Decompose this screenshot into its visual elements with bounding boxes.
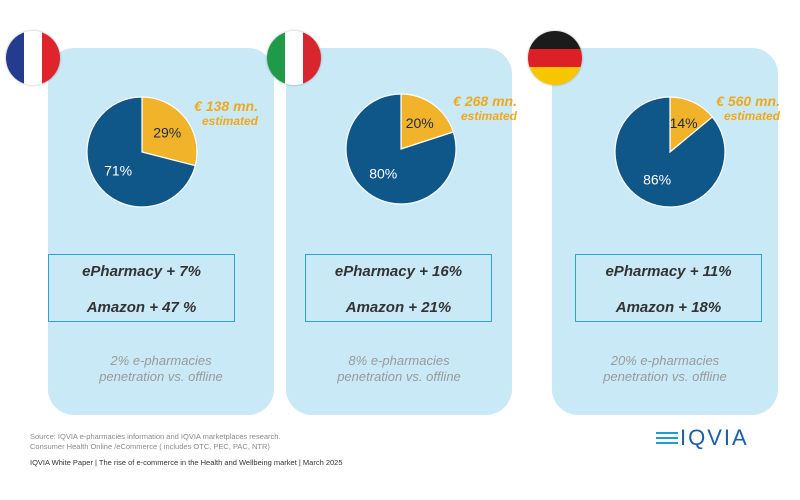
logo-lines-icon [656, 431, 678, 445]
pie-label-italy-1: 80% [369, 165, 397, 181]
pie-slice-france-1 [86, 96, 197, 208]
ephamacy-growth-france: ePharmacy + 7% [82, 263, 201, 280]
pie-label-france-0: 29% [153, 124, 181, 140]
pie-slice-italy-1 [345, 93, 457, 205]
penetration-note-france: 2% e-pharmacies penetration vs. offline [99, 353, 223, 384]
growth-box-france: ePharmacy + 7% Amazon + 47 % [48, 254, 235, 322]
penetration-note-italy: 8% e-pharmacies penetration vs. offline [337, 353, 461, 384]
germany-flag-icon [528, 31, 582, 85]
amazon-growth-germany: Amazon + 18% [615, 299, 722, 316]
pie-label-germany-1: 86% [643, 171, 671, 187]
footer-text: IQVIA White Paper | The rise of e-commer… [30, 458, 343, 467]
amazon-growth-italy: Amazon + 21% [345, 299, 452, 316]
pie-slice-france-0 [141, 96, 198, 167]
market-size-france: € 138 mn. estimated [194, 98, 258, 129]
growth-box-italy: ePharmacy + 16% Amazon + 21% [305, 254, 492, 322]
pie-chart-italy: 20% 80% [345, 93, 457, 205]
pie-label-italy-0: 20% [406, 115, 434, 131]
ephamacy-growth-germany: ePharmacy + 11% [605, 263, 732, 280]
penetration-note-germany: 20% e-pharmacies penetration vs. offline [603, 353, 727, 384]
pie-slice-germany-1 [614, 96, 726, 208]
growth-box-germany: ePharmacy + 11% Amazon + 18% [575, 254, 762, 322]
pie-label-france-1: 71% [104, 163, 132, 179]
source-note: Source: IQVIA e-pharmacies information a… [30, 432, 281, 451]
pie-chart-germany: 14% 86% [614, 96, 726, 208]
iqvia-logo: IQVIA [656, 425, 749, 451]
ephamacy-growth-italy: ePharmacy + 16% [334, 263, 463, 280]
pie-label-germany-0: 14% [670, 115, 698, 131]
pie-chart-france: 29% 71% [86, 96, 198, 208]
pie-slice-italy-0 [400, 93, 455, 150]
market-size-germany: € 560 mn. estimated [716, 93, 780, 124]
italy-flag-icon [267, 31, 321, 85]
market-size-italy: € 268 mn. estimated [453, 93, 517, 124]
france-flag-icon [6, 31, 60, 85]
amazon-growth-france: Amazon + 47 % [86, 299, 197, 316]
